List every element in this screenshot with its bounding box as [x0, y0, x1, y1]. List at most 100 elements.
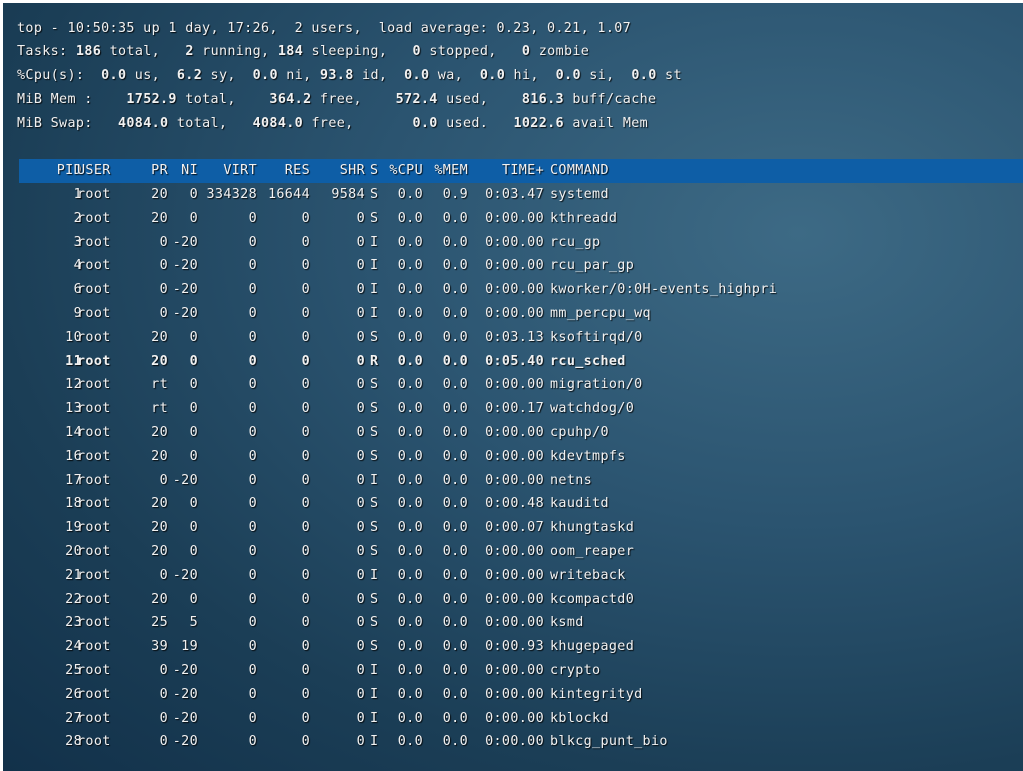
cell-time: 0:00.93 [485, 639, 544, 655]
cell-cpu: 0.0 [397, 544, 423, 559]
cell-pr: 20 [151, 210, 168, 226]
cell-pid: 25 [65, 663, 82, 678]
cell-user: root [77, 472, 111, 488]
column-header-user[interactable]: USER [77, 163, 111, 178]
cell-command: migration/0 [550, 377, 643, 393]
cell-time: 0:00.00 [485, 448, 544, 464]
cell-shr: 0 [356, 329, 365, 345]
cell-user: root [77, 377, 111, 393]
process-row[interactable]: 27 root 0 -20 0 0 0 I 0.0 0.0 0:00.00 kblockd [3, 710, 1023, 728]
column-header-mem[interactable]: %MEM [434, 163, 468, 178]
cell-time: 0:00.00 [485, 258, 544, 274]
cell-user: root [77, 615, 111, 631]
cell-mem: 0.0 [442, 425, 468, 440]
tasks-stopped: 0 [412, 44, 421, 59]
cell-time: 0:00.00 [485, 425, 544, 440]
cell-pid: 19 [65, 520, 82, 536]
tasks-zombie: 0 [521, 44, 531, 59]
process-row[interactable]: 21 root 0 -20 0 0 0 I 0.0 0.0 0:00.00 writeback [3, 567, 1023, 585]
cell-cpu: 0.0 [397, 329, 423, 345]
process-row[interactable]: 17 root 0 -20 0 0 0 I 0.0 0.0 0:00.00 netns [3, 472, 1023, 490]
cell-cpu: 0.0 [397, 448, 423, 464]
cell-ni: 19 [181, 639, 198, 655]
cell-time: 0:00.00 [485, 210, 544, 226]
mem-total: 1752.9 [126, 92, 177, 107]
cell-command: khungtaskd [550, 520, 635, 536]
process-row[interactable]: 10 root 20 0 0 0 0 S 0.0 0.0 0:03.13 ksoftirqd/0 [3, 329, 1023, 347]
cell-res: 0 [301, 401, 310, 417]
cell-ni: -20 [172, 258, 198, 274]
process-row[interactable]: 23 root 25 5 0 0 0 S 0.0 0.0 0:00.00 ksmd [3, 614, 1023, 632]
tasks-sleeping: 184 [277, 44, 304, 59]
cell-res: 0 [301, 520, 310, 536]
cell-s: I [370, 686, 379, 702]
column-header-shr[interactable]: SHR [339, 163, 365, 178]
cell-res: 0 [301, 472, 310, 488]
column-header-command[interactable]: COMMAND [550, 163, 609, 178]
column-header-virt[interactable]: VIRT [223, 163, 257, 178]
process-row[interactable]: 3 root 0 -20 0 0 0 I 0.0 0.0 0:00.00 rcu_gp [3, 234, 1023, 252]
process-row[interactable]: 16 root 20 0 0 0 0 S 0.0 0.0 0:00.00 kdevtmpfs [3, 448, 1023, 466]
cell-s: S [370, 448, 379, 464]
cpu-id: 93.8 [319, 68, 354, 83]
cell-res: 0 [301, 591, 310, 607]
process-row[interactable]: 24 root 39 19 0 0 0 S 0.0 0.0 0:00.93 khugepaged [3, 638, 1023, 656]
column-header-cpu[interactable]: %CPU [389, 163, 423, 178]
cell-mem: 0.0 [442, 472, 468, 488]
column-header-res[interactable]: RES [284, 163, 310, 178]
cell-shr: 0 [356, 448, 365, 464]
process-row[interactable]: 6 root 0 -20 0 0 0 I 0.0 0.0 0:00.00 kworker/0:0H-e… [3, 281, 1023, 299]
cell-mem: 0.0 [442, 306, 468, 321]
process-row[interactable]: 2 root 20 0 0 0 0 S 0.0 0.0 0:00.00 kthreadd [3, 210, 1023, 228]
cell-s: S [370, 187, 379, 202]
cpu-sy: 6.2 [176, 68, 203, 83]
cell-virt: 0 [248, 282, 257, 298]
column-header-ni[interactable]: NI [181, 163, 198, 178]
process-row[interactable]: 26 root 0 -20 0 0 0 I 0.0 0.0 0:00.00 kintegrityd [3, 686, 1023, 704]
cell-pr: 25 [151, 615, 168, 631]
process-row[interactable]: 4 root 0 -20 0 0 0 I 0.0 0.0 0:00.00 rcu_par_gp [3, 257, 1023, 275]
cell-res: 0 [301, 686, 310, 702]
process-row[interactable]: 20 root 20 0 0 0 0 S 0.0 0.0 0:00.00 oom_reaper [3, 543, 1023, 561]
process-row[interactable]: 22 root 20 0 0 0 0 S 0.0 0.0 0:00.00 kcompactd0 [3, 591, 1023, 609]
cell-cpu: 0.0 [397, 591, 423, 607]
cell-command: kauditd [550, 496, 609, 512]
cell-virt: 0 [248, 258, 257, 274]
process-row[interactable]: 9 root 0 -20 0 0 0 I 0.0 0.0 0:00.00 mm_percpu_wq [3, 305, 1023, 323]
process-row[interactable]: 28 root 0 -20 0 0 0 I 0.0 0.0 0:00.00 blkcg_punt_bi… [3, 733, 1023, 751]
cell-shr: 0 [356, 710, 365, 726]
cell-ni: 0 [189, 187, 198, 202]
cell-mem: 0.0 [442, 448, 468, 464]
cell-res: 0 [301, 425, 310, 440]
cell-user: root [77, 734, 111, 750]
process-row[interactable]: 1 root 20 0 334328 16644 9584 S 0.0 0.9 0:03.47 sys… [3, 186, 1023, 204]
cell-pr: 0 [159, 567, 168, 583]
cell-user: root [77, 448, 111, 464]
process-row[interactable]: 18 root 20 0 0 0 0 S 0.0 0.0 0:00.48 kauditd [3, 495, 1023, 513]
cell-time: 0:00.00 [485, 306, 544, 321]
cell-user: root [77, 210, 111, 226]
terminal-window[interactable]: top - 10:50:35 up 1 day, 17:26, 2 users,… [3, 3, 1023, 771]
cell-pr: 0 [159, 472, 168, 488]
cell-s: S [370, 425, 379, 440]
summary-mem-line: MiB Mem : 1752.9 total, 364.2 free, 572.… [17, 92, 657, 107]
process-row[interactable]: 25 root 0 -20 0 0 0 I 0.0 0.0 0:00.00 crypto [3, 662, 1023, 680]
cell-pid: 1 [73, 187, 82, 202]
process-row[interactable]: 19 root 20 0 0 0 0 S 0.0 0.0 0:00.07 khungtaskd [3, 519, 1023, 537]
cell-virt: 0 [248, 306, 257, 321]
cell-user: root [77, 329, 111, 345]
cell-ni: -20 [172, 282, 198, 298]
column-header-pid[interactable]: PID [56, 163, 82, 178]
column-header-time[interactable]: TIME+ [501, 163, 544, 178]
column-header-bar [19, 159, 1023, 183]
process-row[interactable]: 11 root 20 0 0 0 0 R 0.0 0.0 0:05.40 rcu_sched [3, 353, 1023, 371]
process-row[interactable]: 13 root rt 0 0 0 0 S 0.0 0.0 0:00.17 watchdog/0 [3, 400, 1023, 418]
process-row[interactable]: 14 root 20 0 0 0 0 S 0.0 0.0 0:00.00 cpuhp/0 [3, 424, 1023, 442]
cell-cpu: 0.0 [397, 377, 423, 393]
column-header-s[interactable]: S [370, 163, 379, 178]
mem-free: 364.2 [269, 92, 312, 107]
column-header-pr[interactable]: PR [151, 163, 168, 178]
cell-pid: 12 [65, 377, 82, 393]
process-row[interactable]: 12 root rt 0 0 0 0 S 0.0 0.0 0:00.00 migration/0 [3, 376, 1023, 394]
cell-pr: 0 [159, 734, 168, 750]
